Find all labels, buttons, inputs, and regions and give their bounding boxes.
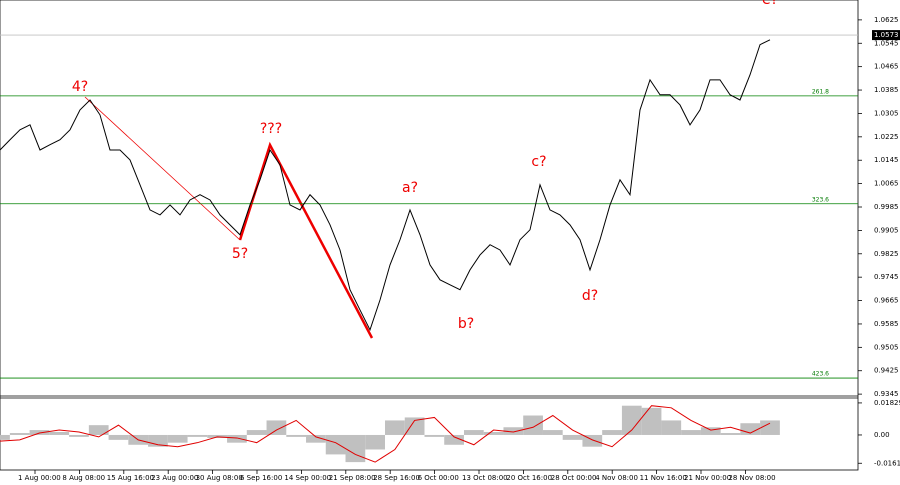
current-price-box <box>872 30 900 41</box>
histogram-bar <box>740 423 761 435</box>
y-tick-label: 0.9985 <box>874 203 899 211</box>
x-tick-label: 8 Aug 08:00 <box>62 474 105 482</box>
wave-label: e? <box>762 0 778 8</box>
current-price-label: 1.0573 <box>874 31 899 39</box>
level-label: 261.8 <box>812 88 829 95</box>
y-tick-label: 0.9745 <box>874 273 899 281</box>
histogram-bar <box>760 420 780 435</box>
x-tick-label: 11 Nov 16:00 <box>640 474 687 482</box>
x-tick-label: 4 Nov 08:00 <box>595 474 638 482</box>
histogram-bar <box>246 430 267 435</box>
x-tick-label: 13 Oct 08:00 <box>462 474 508 482</box>
y-tick-label: 0.9585 <box>874 320 899 328</box>
histogram-bar <box>444 434 464 445</box>
histogram-bar <box>49 431 70 435</box>
x-tick-label: 21 Nov 00:00 <box>684 474 731 482</box>
plot-frame <box>0 0 859 471</box>
histogram-bar <box>148 434 168 447</box>
x-tick-label: 6 Sep 16:00 <box>240 474 282 482</box>
y-tick-label: 0.9425 <box>874 367 899 375</box>
histogram-bar <box>681 430 701 435</box>
histogram-bar <box>621 405 642 435</box>
histogram-bar <box>542 430 563 435</box>
wave-label: 5? <box>232 246 248 262</box>
histogram-bar <box>641 407 662 435</box>
histogram-bar <box>365 434 385 450</box>
x-tick-label: 14 Sep 00:00 <box>284 474 331 482</box>
y-tick-label: -0.01615 <box>874 459 900 467</box>
x-tick-label: 30 Aug 08:00 <box>196 474 243 482</box>
histogram-bar <box>661 420 682 435</box>
histogram-bar <box>720 433 741 435</box>
y-tick-label: 0.9345 <box>874 390 899 398</box>
histogram-bar <box>266 420 287 435</box>
histogram-bar <box>483 431 504 435</box>
x-tick-label: 15 Aug 16:00 <box>107 474 154 482</box>
x-tick-label: 28 Sep 16:00 <box>373 474 420 482</box>
histogram-bar <box>167 434 188 443</box>
x-tick-label: 1 Aug 00:00 <box>18 474 61 482</box>
histogram-bar <box>325 434 346 455</box>
histogram-bar <box>88 425 109 435</box>
y-tick-label: 0.00 <box>874 431 890 439</box>
histogram-bar <box>9 433 30 435</box>
wave-label: 4? <box>72 79 88 95</box>
level-label: 423.6 <box>812 371 829 378</box>
wave-label: ??? <box>260 121 282 137</box>
y-tick-label: 1.0065 <box>874 180 899 188</box>
wave-line <box>238 141 374 339</box>
y-tick-label: 0.9665 <box>874 297 899 305</box>
histogram-bar <box>404 417 425 435</box>
wave-label: d? <box>582 288 598 304</box>
histogram-bar <box>227 434 247 443</box>
y-tick-label: 0.01829 <box>874 399 900 407</box>
y-tick-label: 0.9905 <box>874 226 899 234</box>
x-tick-label: 23 Aug 00:00 <box>151 474 198 482</box>
histogram-bar <box>69 434 89 437</box>
histogram-bar <box>463 430 484 435</box>
histogram-bar <box>345 434 366 463</box>
y-tick-label: 1.0225 <box>874 133 899 141</box>
histogram-bar <box>562 434 583 440</box>
y-tick-label: 0.9825 <box>874 250 899 258</box>
histogram-bar <box>523 415 543 435</box>
x-tick-label: 6 Oct 00:00 <box>418 474 459 482</box>
wave-label: b? <box>458 316 474 332</box>
signal-line <box>0 405 771 463</box>
y-tick-label: 1.0625 <box>874 16 899 24</box>
histogram-bar <box>503 427 524 435</box>
histogram-bar <box>0 434 10 440</box>
histogram-bar <box>602 430 622 435</box>
x-tick-label: 21 Sep 08:00 <box>329 474 376 482</box>
level-label: 323.6 <box>812 196 829 203</box>
wave-label: c? <box>531 154 546 170</box>
histogram-bar <box>29 430 50 435</box>
y-tick-label: 1.0545 <box>874 39 899 47</box>
wave-line <box>84 96 241 241</box>
y-tick-label: 1.0465 <box>874 63 899 71</box>
histogram-bar <box>700 427 721 435</box>
x-tick-label: 28 Nov 08:00 <box>728 474 775 482</box>
wave-label: a? <box>402 180 418 196</box>
x-tick-label: 20 Oct 16:00 <box>506 474 552 482</box>
x-tick-label: 28 Oct 00:00 <box>551 474 597 482</box>
y-tick-label: 1.0145 <box>874 156 899 164</box>
histogram-bar <box>286 434 307 437</box>
y-tick-label: 1.0385 <box>874 86 899 94</box>
histogram-bar <box>108 434 129 440</box>
y-tick-label: 0.9505 <box>874 343 899 351</box>
y-tick-label: 1.0305 <box>874 109 899 117</box>
histogram-bar <box>385 420 405 435</box>
price-line <box>0 39 771 332</box>
histogram-bar <box>306 434 326 443</box>
histogram-bar <box>582 434 603 447</box>
histogram-bar <box>187 434 208 437</box>
histogram-bar <box>424 434 445 437</box>
